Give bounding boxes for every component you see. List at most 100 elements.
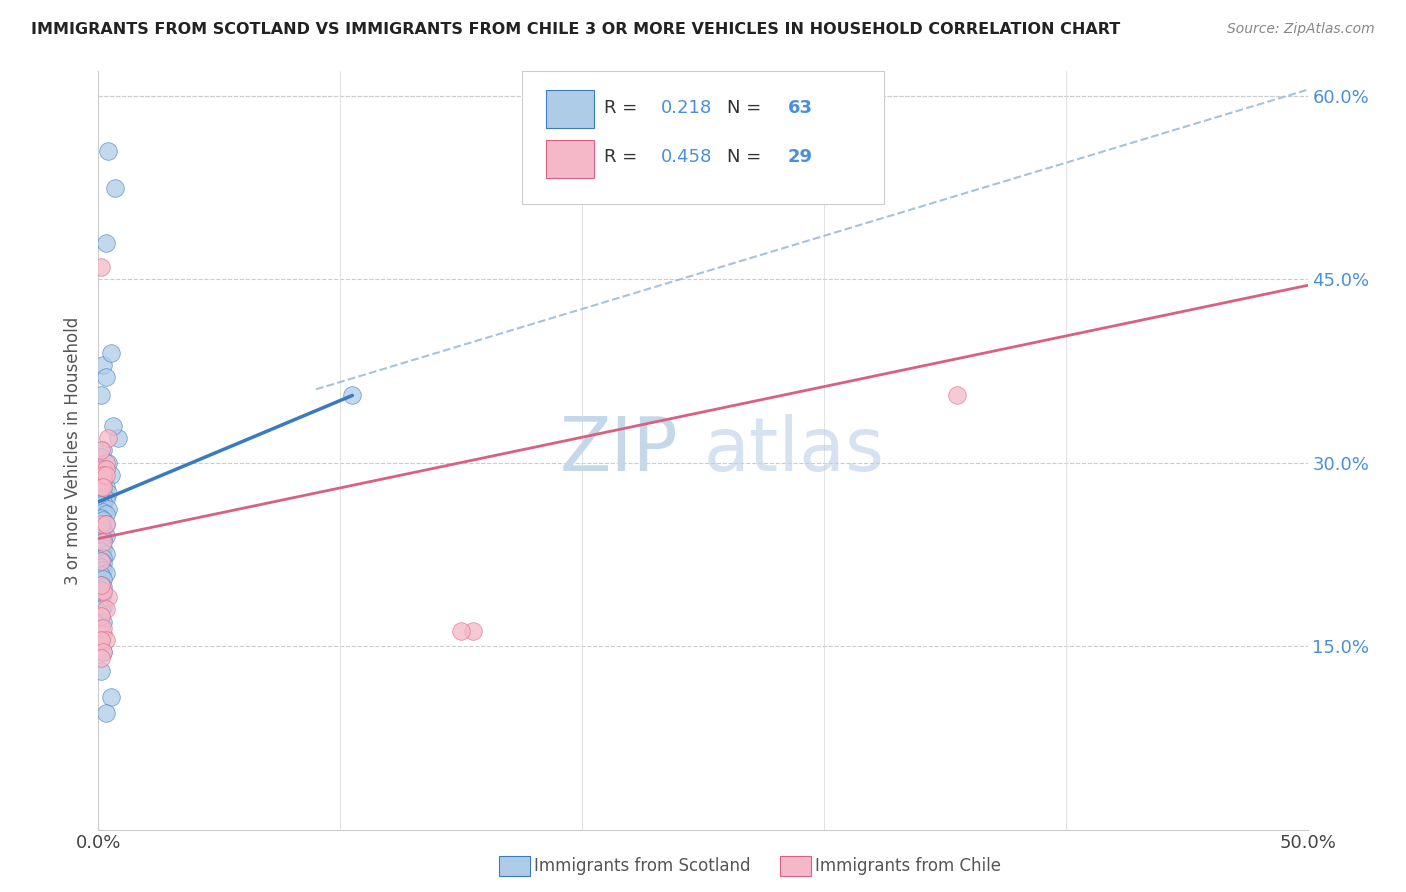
Point bbox=[90, 499, 112, 513]
Point bbox=[90, 633, 112, 648]
Point bbox=[94, 462, 117, 476]
Point bbox=[90, 596, 112, 610]
Text: 0.458: 0.458 bbox=[661, 148, 711, 166]
Point bbox=[91, 523, 114, 537]
Text: Source: ZipAtlas.com: Source: ZipAtlas.com bbox=[1227, 22, 1375, 37]
Point bbox=[100, 690, 122, 705]
Point bbox=[90, 474, 112, 488]
Point bbox=[94, 507, 117, 521]
Point bbox=[90, 633, 112, 648]
Point bbox=[90, 578, 112, 592]
Point bbox=[91, 532, 114, 546]
Point bbox=[94, 566, 117, 580]
Point bbox=[90, 388, 112, 402]
Point bbox=[94, 456, 117, 470]
Point bbox=[97, 486, 120, 500]
Point bbox=[90, 559, 112, 574]
Point bbox=[91, 556, 114, 570]
Point bbox=[97, 456, 120, 470]
FancyBboxPatch shape bbox=[522, 71, 884, 204]
Point bbox=[107, 431, 129, 445]
Point bbox=[946, 388, 969, 402]
Point bbox=[91, 645, 114, 659]
Point bbox=[90, 553, 112, 567]
Point bbox=[342, 388, 364, 402]
Point bbox=[90, 651, 112, 665]
Point bbox=[90, 543, 112, 558]
Point bbox=[90, 525, 112, 540]
Point bbox=[91, 551, 114, 566]
Point bbox=[91, 572, 114, 586]
Text: Immigrants from Scotland: Immigrants from Scotland bbox=[534, 857, 751, 875]
Point bbox=[91, 563, 114, 577]
Text: ZIP: ZIP bbox=[560, 414, 679, 487]
Point bbox=[90, 578, 112, 592]
Point bbox=[91, 443, 114, 458]
Point bbox=[94, 235, 117, 250]
Point bbox=[90, 480, 112, 494]
Point bbox=[94, 633, 117, 648]
Text: Immigrants from Chile: Immigrants from Chile bbox=[815, 857, 1001, 875]
Text: 63: 63 bbox=[787, 99, 813, 117]
Text: R =: R = bbox=[603, 99, 643, 117]
Point bbox=[94, 516, 117, 531]
Text: 0.218: 0.218 bbox=[661, 99, 711, 117]
Point bbox=[91, 645, 114, 659]
Point bbox=[90, 568, 112, 582]
Point bbox=[90, 664, 112, 678]
Point bbox=[94, 516, 117, 531]
Point bbox=[91, 541, 114, 556]
Point bbox=[90, 490, 112, 504]
Point bbox=[104, 180, 127, 194]
Point bbox=[91, 627, 114, 641]
Point bbox=[90, 443, 112, 458]
Point bbox=[91, 621, 114, 635]
Text: N =: N = bbox=[727, 99, 768, 117]
Point bbox=[91, 474, 114, 488]
Point bbox=[91, 584, 114, 599]
Point bbox=[91, 467, 114, 482]
Point bbox=[90, 450, 112, 464]
Point bbox=[90, 608, 112, 623]
Text: IMMIGRANTS FROM SCOTLAND VS IMMIGRANTS FROM CHILE 3 OR MORE VEHICLES IN HOUSEHOL: IMMIGRANTS FROM SCOTLAND VS IMMIGRANTS F… bbox=[31, 22, 1121, 37]
Text: atlas: atlas bbox=[703, 414, 884, 487]
Point bbox=[91, 581, 114, 595]
FancyBboxPatch shape bbox=[546, 90, 595, 128]
Point bbox=[90, 516, 112, 531]
Point bbox=[463, 624, 485, 639]
Point bbox=[100, 345, 122, 359]
Point bbox=[94, 370, 117, 384]
Point bbox=[91, 599, 114, 614]
Point bbox=[94, 529, 117, 543]
Point bbox=[100, 467, 122, 482]
Point bbox=[91, 470, 114, 484]
Point bbox=[91, 462, 114, 476]
Point bbox=[91, 513, 114, 527]
Text: 29: 29 bbox=[787, 148, 813, 166]
Point bbox=[91, 483, 114, 497]
Point bbox=[90, 582, 112, 597]
Point bbox=[94, 480, 117, 494]
Point bbox=[91, 495, 114, 509]
Point bbox=[101, 419, 124, 434]
Point bbox=[90, 535, 112, 549]
Point bbox=[94, 462, 117, 476]
Text: N =: N = bbox=[727, 148, 768, 166]
Point bbox=[90, 608, 112, 623]
Point bbox=[97, 591, 120, 605]
Point bbox=[91, 615, 114, 629]
Point bbox=[90, 553, 112, 567]
Point bbox=[90, 621, 112, 635]
Point bbox=[94, 467, 117, 482]
Point bbox=[90, 510, 112, 524]
Point bbox=[90, 519, 112, 533]
Point bbox=[97, 431, 120, 445]
Text: R =: R = bbox=[603, 148, 643, 166]
Point bbox=[91, 505, 114, 519]
Point bbox=[94, 706, 117, 721]
Point bbox=[90, 591, 112, 605]
Point bbox=[91, 535, 114, 549]
Point bbox=[94, 602, 117, 616]
Point bbox=[91, 358, 114, 372]
Point bbox=[97, 144, 120, 158]
